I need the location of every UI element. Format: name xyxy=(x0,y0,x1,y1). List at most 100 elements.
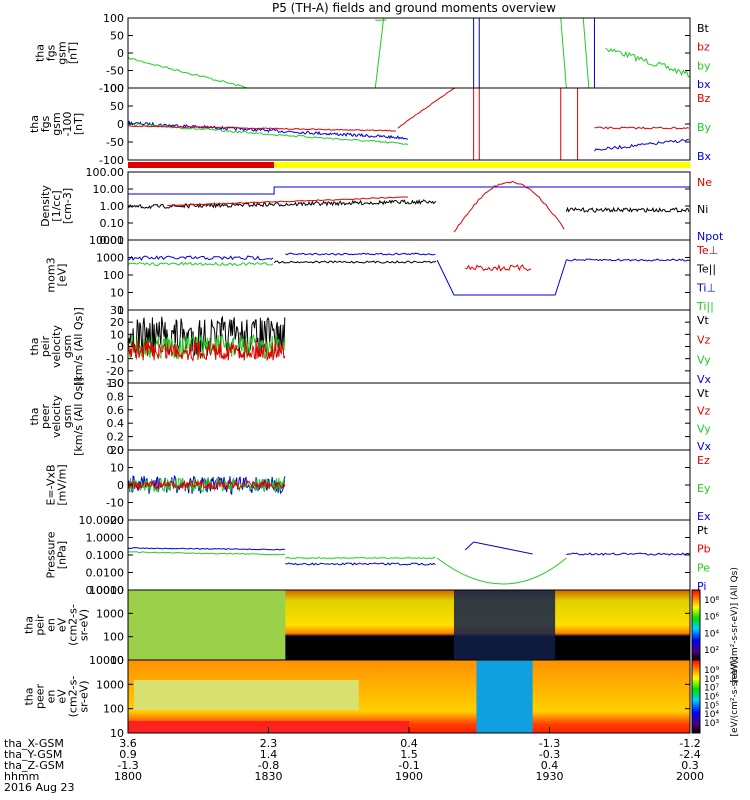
colorbar xyxy=(691,659,701,734)
legend-entry: Ey xyxy=(697,482,711,495)
x-row-label: tha_Y-GSM xyxy=(4,748,62,761)
series-pe-dip xyxy=(436,557,567,585)
panel-background xyxy=(128,450,690,520)
y-axis-label: tha xyxy=(28,407,41,425)
y-tick-label: -20 xyxy=(106,365,124,378)
legend-entry: Npot xyxy=(697,230,724,243)
y-tick-label: 1000 xyxy=(96,252,124,265)
y-tick-label: -20 xyxy=(106,514,124,527)
colorbar-tick: 10⁴ xyxy=(704,629,719,639)
colorbar-tick: 10⁶ xyxy=(704,693,719,703)
y-axis-label: gsm xyxy=(50,112,63,135)
x-tick-label: -0.3 xyxy=(539,748,560,761)
y-tick-label: 10000 xyxy=(89,654,124,667)
y-axis-label: tha xyxy=(28,337,41,355)
y-tick-label: 0.0010 xyxy=(86,584,125,597)
panel-background xyxy=(128,383,690,450)
legend-entry: Vx xyxy=(697,440,712,453)
y-tick-label: 100 xyxy=(103,12,124,25)
panel-content xyxy=(127,315,286,362)
series-bz xyxy=(127,125,397,132)
colorbar-tick: 10⁷ xyxy=(704,684,719,694)
series-by xyxy=(127,122,409,146)
legend: Bz By Bx xyxy=(697,92,712,163)
x-tick-label: 2.3 xyxy=(260,737,278,750)
y-tick-label: 50 xyxy=(110,30,124,43)
legend-entry: Te|| xyxy=(696,263,716,276)
y-tick-label: -50 xyxy=(106,136,124,149)
y-axis-label: peer xyxy=(34,684,47,710)
x-tick-label: 2000 xyxy=(676,770,704,783)
panel-background xyxy=(128,240,690,310)
series-ne xyxy=(167,196,408,207)
y-axis-label: fgs xyxy=(45,44,58,61)
y-tick-label: 10 xyxy=(110,328,124,341)
y-tick-label: 0.0100 xyxy=(86,567,125,580)
colorbar-tick: 10⁴ xyxy=(704,710,719,720)
x-tick-label: 0.4 xyxy=(541,759,559,772)
legend-entry: Ne xyxy=(697,176,712,189)
series-ti-dip xyxy=(436,259,567,296)
series-pi xyxy=(127,547,285,551)
y-axis-label: [km/s (All Qs)] xyxy=(72,377,85,456)
legend: Te⊥ Te|| Ti⊥ Ti|| xyxy=(696,244,718,313)
series-ti-perp xyxy=(127,255,274,261)
series-bx-2 xyxy=(594,138,689,152)
panel-content xyxy=(127,252,690,296)
panel-density: 100.00 10.00 1.00 0.10 0.01 Density[1/cc][cm-… xyxy=(39,166,724,247)
y-tick-label: 10 xyxy=(110,654,124,667)
series-bx xyxy=(473,18,480,88)
x-tick-label: 1930 xyxy=(536,770,564,783)
y-axis-label: velocity xyxy=(50,395,63,438)
y-axis-label: tha xyxy=(23,616,36,634)
y-tick-label: 10 xyxy=(110,287,124,300)
spectrogram-peir-left xyxy=(128,590,286,660)
panel-background xyxy=(128,88,690,160)
y-tick-label: 1000 xyxy=(96,607,124,620)
y-axis-label: sr-eV) xyxy=(78,609,91,641)
y-tick-label: 0.1000 xyxy=(86,549,125,562)
date-label: 2016 Aug 23 xyxy=(4,781,74,794)
y-axis-label: tha xyxy=(23,687,36,705)
legend: Vt Vz Vy Vx xyxy=(697,314,712,386)
legend-entry: Bt xyxy=(697,22,710,35)
colorbar xyxy=(691,589,701,661)
y-axis-label: E=-VxB xyxy=(45,464,58,505)
legend-entry: Bz xyxy=(697,92,711,105)
legend-entry: Vy xyxy=(697,353,711,366)
x-row-label: hhmm xyxy=(4,770,39,783)
y-axis-label: peir xyxy=(39,335,52,357)
y-tick-label: -50 xyxy=(106,65,124,78)
series-ti-perp-2 xyxy=(285,252,436,256)
y-tick-label: 0.10 xyxy=(100,217,125,230)
y-tick-label: 10000 xyxy=(89,584,124,597)
y-tick-label: 0.8 xyxy=(107,390,125,403)
legend-entry: Te⊥ xyxy=(696,244,718,257)
y-axis-label: gsm xyxy=(56,41,69,64)
x-tick-label: -0.8 xyxy=(258,759,279,772)
legend-entry: Vt xyxy=(697,387,710,400)
y-tick-label: 20 xyxy=(110,444,124,457)
panel-content xyxy=(127,541,690,585)
panel-content xyxy=(127,475,286,496)
colorbar-tick: 10⁶ xyxy=(704,613,719,623)
panel-peer_velocity: 1.00.80.60.40.20.0 thapeervelocitygsm[km/… xyxy=(28,377,712,457)
y-tick-label: 10.00 xyxy=(93,183,125,196)
y-tick-label: 0.4 xyxy=(107,417,125,430)
series-te-perp xyxy=(465,264,532,272)
y-axis-label: eV xyxy=(56,689,69,704)
x-tick-label: 0.9 xyxy=(119,748,137,761)
series-pi-2 xyxy=(285,562,436,566)
y-axis-label: (cm2-s- xyxy=(67,604,80,646)
series-vz xyxy=(127,340,286,362)
y-axis-label: sr-eV) xyxy=(78,680,91,712)
legend-entry: Bx xyxy=(697,150,712,163)
colorbar-tick: 10² xyxy=(704,646,719,656)
series-te xyxy=(273,260,437,264)
legend: Vt Vz Vy Vx xyxy=(697,387,712,453)
y-axis-label: [cm-3] xyxy=(61,188,74,224)
legend-entry: By xyxy=(697,121,712,134)
y-axis-label: -100 xyxy=(61,112,74,137)
panel-content xyxy=(128,590,690,660)
